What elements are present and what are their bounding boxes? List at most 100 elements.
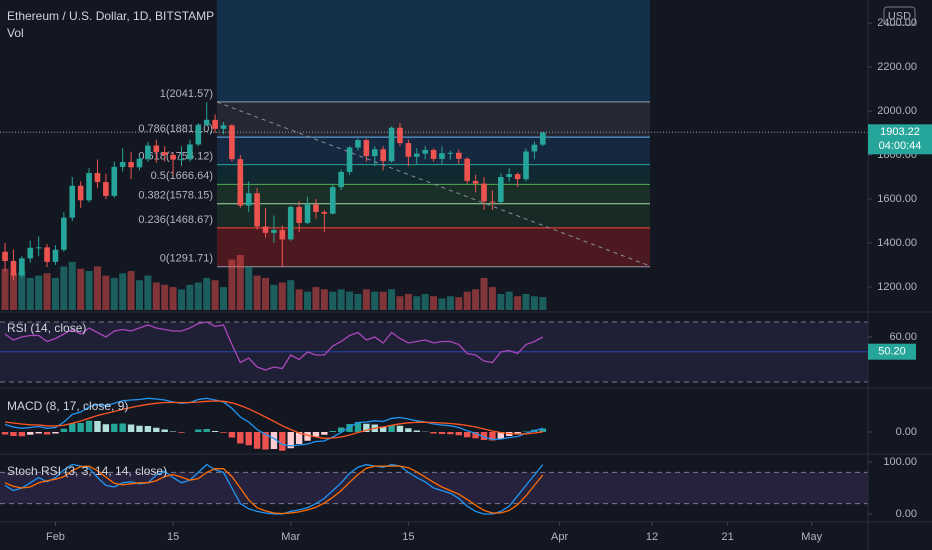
projection-box xyxy=(217,0,650,102)
volume-bar xyxy=(245,266,253,310)
volume-bar xyxy=(480,277,488,310)
volume-bar xyxy=(177,289,185,310)
volume-bar xyxy=(354,293,362,310)
volume-bar xyxy=(26,277,34,310)
candle-body xyxy=(296,206,302,223)
pane-2 xyxy=(1,397,547,451)
candle-body xyxy=(481,183,487,202)
volume-bar xyxy=(194,282,202,310)
volume-bar xyxy=(488,287,496,310)
candle-body xyxy=(203,119,210,125)
x-tick-label: 15 xyxy=(167,531,179,543)
macd-histogram-bar xyxy=(447,432,454,435)
macd-histogram-bar xyxy=(346,424,353,432)
macd-histogram-bar xyxy=(514,432,521,435)
volume-bar xyxy=(169,287,177,310)
trend-line xyxy=(216,101,651,267)
candle-body xyxy=(531,144,538,152)
volume-bar xyxy=(102,275,110,310)
macd-histogram-bar xyxy=(363,423,370,432)
candle-body xyxy=(355,140,361,148)
macd-histogram-bar xyxy=(396,425,404,432)
volume-bar xyxy=(455,297,463,310)
candle-body xyxy=(128,162,134,168)
candle-body xyxy=(161,152,168,155)
candle-body xyxy=(94,173,101,183)
volume-bar xyxy=(539,297,547,310)
macd-histogram-bar xyxy=(279,432,286,451)
volume-bar xyxy=(228,259,236,310)
macd-histogram-bar xyxy=(253,432,261,449)
stoch-title: Stoch RSI (3, 3, 14, 14, close) xyxy=(7,464,167,478)
candle-body xyxy=(220,125,227,129)
volume-bar xyxy=(295,289,303,310)
volume-label: Vol xyxy=(7,26,24,40)
candle-body xyxy=(19,258,25,276)
candle-body xyxy=(329,187,336,214)
macd-histogram-bar xyxy=(178,432,185,433)
volume-bar xyxy=(1,268,9,310)
macd-histogram-bar xyxy=(220,432,227,433)
macd-histogram-bar xyxy=(522,431,530,432)
candle-body xyxy=(35,247,42,249)
volume-bar xyxy=(144,275,152,310)
macd-histogram-bar xyxy=(489,432,496,441)
x-tick-label: May xyxy=(801,531,822,543)
candle-body xyxy=(61,217,67,250)
volume-bar xyxy=(68,261,76,310)
candle-body xyxy=(229,125,235,160)
volume-bar xyxy=(110,277,118,310)
x-tick-label: 21 xyxy=(722,531,734,543)
macd-histogram-bar xyxy=(228,432,236,438)
volume-bar xyxy=(119,273,127,310)
currency-label[interactable]: USD xyxy=(888,10,911,22)
macd-histogram-bar xyxy=(10,432,17,436)
macd-histogram-bar xyxy=(413,430,420,432)
volume-bar xyxy=(320,289,328,310)
x-tick-label: 12 xyxy=(646,531,658,543)
currency-button[interactable] xyxy=(883,6,916,26)
volume-bar xyxy=(404,293,412,310)
candle-body xyxy=(27,247,34,259)
last-price-box xyxy=(868,124,932,155)
volume-bar xyxy=(497,293,505,310)
fib-zone xyxy=(217,184,650,204)
volume-bar xyxy=(413,296,421,310)
candle-body xyxy=(321,211,328,214)
fib-zone xyxy=(217,203,650,228)
candle-body xyxy=(304,204,311,223)
stoch-line xyxy=(4,465,544,515)
plot-layer: 1(2041.57)0.786(1881.10)0.618(1756.12)0.… xyxy=(0,88,868,515)
volume-bar xyxy=(371,291,379,310)
candle-body xyxy=(86,173,92,201)
volume-bar xyxy=(51,277,59,310)
macd-histogram-bar xyxy=(430,432,437,434)
volume-bar xyxy=(270,284,278,310)
x-tick-label: Apr xyxy=(551,531,568,543)
macd-histogram-bar xyxy=(60,428,68,432)
macd-histogram-bar xyxy=(169,431,177,432)
volume-bar xyxy=(505,291,513,310)
macd-histogram-bar xyxy=(111,423,118,432)
macd-histogram-bar xyxy=(262,432,269,450)
volume-bar xyxy=(438,298,446,310)
candle-body xyxy=(287,206,294,240)
volume-bar xyxy=(211,280,219,310)
fib-zone xyxy=(217,101,650,138)
macd-histogram-bar xyxy=(472,432,479,439)
candle-body xyxy=(2,251,8,261)
volume-bar xyxy=(135,280,143,310)
fib-label: 0.786(1881.10) xyxy=(138,123,213,135)
candle-body xyxy=(145,145,151,159)
macd-histogram-bar xyxy=(321,432,328,435)
macd-histogram-bar xyxy=(144,426,152,432)
volume-bar xyxy=(152,282,160,310)
macd-histogram-bar xyxy=(463,432,471,438)
volume-bar xyxy=(446,296,454,310)
fib-label: 0.382(1578.15) xyxy=(138,190,213,202)
macd-histogram-bar xyxy=(1,432,9,435)
volume-bar xyxy=(522,293,530,310)
volume-bar xyxy=(161,284,169,310)
candle-body xyxy=(514,174,521,180)
pane-3 xyxy=(0,463,868,515)
